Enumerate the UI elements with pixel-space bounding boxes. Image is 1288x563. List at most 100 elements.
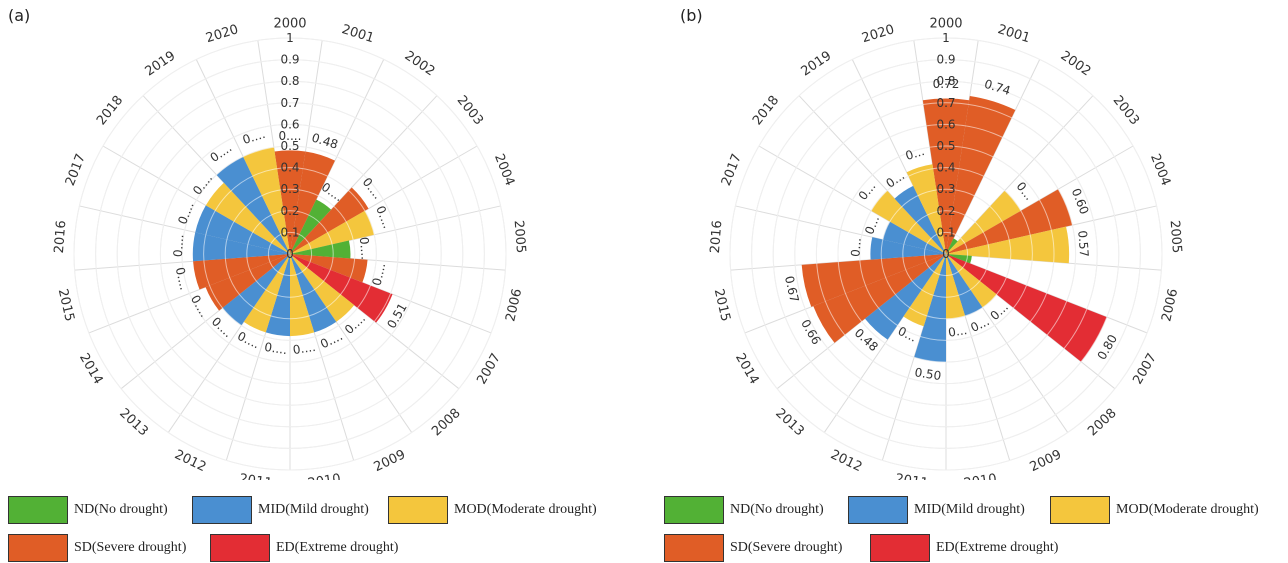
overlay-ring (224, 188, 356, 320)
value-label-2000: 0.... (279, 129, 302, 143)
value-label-2019: 0... (883, 168, 907, 190)
legend-swatch (1050, 496, 1110, 524)
bar-2012 (243, 254, 290, 333)
legend-label: MID(Mild drought) (258, 502, 369, 517)
category-label-2014: 2014 (732, 351, 762, 387)
bar-2011 (914, 254, 946, 362)
value-label-2014: 0.... (188, 293, 212, 320)
legend-label: ND(No drought) (730, 502, 824, 517)
category-label-2015: 2015 (55, 287, 77, 323)
category-label-2004: 2004 (491, 152, 517, 188)
value-label-2007: 0.51 (384, 301, 409, 331)
category-label-2007: 2007 (1130, 351, 1160, 387)
bar-2013 (864, 254, 946, 340)
bar-2018 (871, 190, 946, 254)
value-label-2016: 0... (848, 237, 863, 257)
bar-2001 (290, 151, 335, 254)
legend-item-ed: ED(Extreme drought) (870, 533, 1058, 563)
overlay-ring (772, 80, 1120, 428)
radial-tick-label: 0.4 (280, 161, 299, 175)
radial-tick-label: 0.9 (936, 53, 955, 67)
category-label-2011: 2011 (238, 472, 273, 480)
category-label-2018: 2018 (750, 93, 782, 128)
value-label-2018: 0... (856, 179, 879, 203)
legend-label: SD(Severe drought) (730, 540, 843, 555)
overlay-ring (880, 188, 1012, 320)
category-label-2016: 2016 (52, 220, 69, 254)
bar-2009 (946, 254, 983, 316)
radial-tick-label: 0.2 (280, 204, 299, 218)
panel-a: (a) 0 0.1 0.2 0.3 0.4 0.5 0.6 0.7 0.8 0.9 1 2000 200… (8, 6, 597, 563)
radial-tick-label: 0.2 (936, 204, 955, 218)
overlay-ring (116, 80, 464, 428)
radial-tick-label: 0.9 (280, 53, 299, 67)
category-label-2000: 2000 (929, 17, 962, 32)
radial-tick-label: 0.6 (280, 117, 299, 131)
legend-item-ed: ED(Extreme drought) (210, 533, 398, 563)
value-label-2020: 0.... (241, 127, 267, 147)
bar-2000 (922, 98, 970, 254)
bar-2002 (290, 199, 332, 254)
legend-item-mod: MOD(Moderate drought) (388, 495, 597, 525)
bar-2010 (946, 254, 966, 319)
category-label-2018: 2018 (94, 93, 126, 128)
legend-item-sd: SD(Severe drought) (664, 533, 842, 563)
overlay-ring (859, 167, 1033, 341)
value-label-2009: 0.... (318, 329, 345, 352)
category-label-2001: 2001 (340, 22, 376, 46)
radial-tick-label: 0 (286, 247, 294, 261)
legend-label: MID(Mild drought) (914, 502, 1025, 517)
bar-2014 (813, 254, 946, 343)
legend-swatch (664, 534, 724, 562)
bar-2002 (946, 238, 958, 254)
radial-tick-label: 0.3 (280, 182, 299, 196)
category-label-2003: 2003 (1110, 93, 1142, 128)
legend-label: MOD(Moderate drought) (454, 502, 597, 517)
value-label-2005: 0.... (357, 236, 373, 260)
legend-item-nd: ND(No drought) (8, 495, 168, 525)
panel-b-label: (b) (680, 6, 703, 25)
legend-item-mid: MID(Mild drought) (848, 495, 1025, 525)
radial-tick-label: 0.4 (936, 161, 955, 175)
radial-tick-label: 0.6 (936, 117, 955, 131)
bar-ring-overlay (73, 37, 507, 471)
legend-swatch (192, 496, 252, 524)
category-label-2000: 2000 (273, 17, 306, 32)
category-label-2017: 2017 (719, 152, 745, 188)
value-label-2020: 0... (904, 144, 926, 163)
radial-tick-label: 0.8 (280, 74, 299, 88)
overlay-ring (95, 59, 485, 449)
bar-2005 (946, 226, 1070, 264)
overlay-ring (138, 102, 442, 406)
legend-label: ED(Extreme drought) (276, 540, 399, 555)
category-label-2014: 2014 (76, 351, 106, 387)
legend-label: ED(Extreme drought) (936, 540, 1059, 555)
overlay-ring (902, 210, 990, 298)
legend-label: MOD(Moderate drought) (1116, 502, 1259, 517)
bar-ring-overlay (729, 37, 1163, 471)
overlay-ring (246, 210, 334, 298)
bar-2000 (274, 150, 306, 254)
panel-b: (b) 0 0.1 0.2 0.3 0.4 0.5 0.6 0.7 0.8 0.9 1 2000 200… (644, 0, 1288, 563)
category-label-2002: 2002 (1058, 48, 1094, 79)
overlay-ring (159, 123, 421, 385)
value-label-2011: 0.... (263, 340, 288, 357)
radial-ticks: 0 0.1 0.2 0.3 0.4 0.5 0.6 0.7 0.8 0.9 1 (280, 31, 299, 261)
radial-tick-label: 0.1 (936, 225, 955, 239)
radial-tick-label: 0.5 (936, 139, 955, 153)
bar-2009 (290, 254, 337, 333)
bar-2016 (870, 237, 946, 260)
bar-2006 (290, 254, 368, 283)
legend-swatch (8, 496, 68, 524)
category-label-2004: 2004 (1147, 152, 1173, 188)
bar-2007 (290, 254, 393, 323)
bar-2017 (195, 205, 290, 254)
value-label-2012: 0... (896, 324, 919, 345)
overlay-ring (923, 231, 969, 277)
legend-label: SD(Severe drought) (74, 540, 187, 555)
value-label-2015: 0.67 (782, 275, 802, 304)
overlay-ring (203, 167, 377, 341)
category-label-2010: 2010 (307, 472, 342, 480)
bars (801, 95, 1107, 362)
category-label-2013: 2013 (116, 406, 150, 440)
